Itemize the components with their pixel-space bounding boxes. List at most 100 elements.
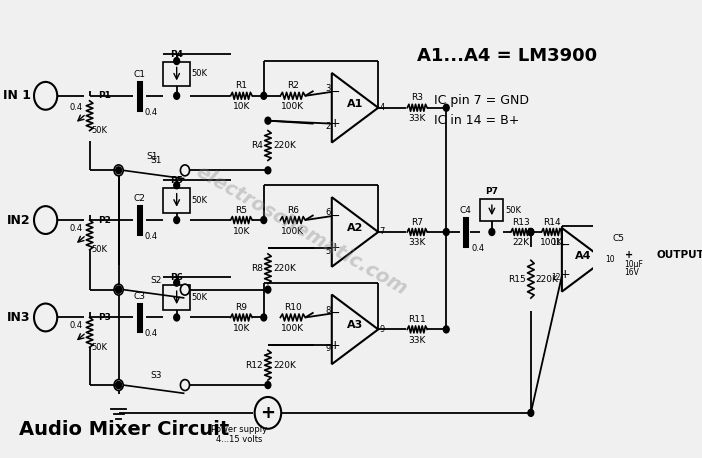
Circle shape [116, 286, 121, 293]
Circle shape [265, 286, 271, 293]
Text: C3: C3 [133, 292, 145, 300]
Circle shape [114, 284, 123, 295]
Text: OUTPUT: OUTPUT [657, 250, 702, 260]
Text: R15: R15 [508, 275, 526, 284]
Text: 9: 9 [380, 325, 385, 334]
Text: C2: C2 [133, 194, 145, 203]
Text: P5: P5 [171, 176, 183, 185]
Text: A1...A4 = LM3900: A1...A4 = LM3900 [417, 47, 597, 65]
Text: 100K: 100K [282, 102, 305, 111]
Circle shape [641, 257, 646, 263]
Text: 6: 6 [325, 208, 331, 218]
Bar [164, 61, 190, 87]
Text: +: + [329, 241, 340, 254]
Text: S1: S1 [150, 156, 161, 165]
Text: R9: R9 [235, 303, 247, 312]
Text: R8: R8 [251, 264, 263, 273]
Circle shape [114, 165, 123, 176]
Text: −: − [329, 86, 340, 98]
Text: R12: R12 [245, 360, 263, 370]
Text: 9: 9 [325, 344, 331, 353]
Text: S3: S3 [150, 371, 161, 380]
Text: IN2: IN2 [7, 213, 31, 227]
Text: P7: P7 [485, 187, 498, 196]
Text: 3: 3 [325, 84, 331, 93]
Text: 8: 8 [325, 306, 331, 315]
Circle shape [444, 229, 449, 235]
Text: 0.4: 0.4 [145, 232, 157, 241]
Text: 220K: 220K [273, 360, 296, 370]
Text: S1: S1 [146, 152, 157, 161]
Bar [480, 199, 503, 221]
Text: IC in 14 = B+: IC in 14 = B+ [434, 114, 519, 127]
Text: 100K: 100K [282, 324, 305, 333]
Text: 22K: 22K [512, 239, 529, 247]
Text: −: − [329, 210, 340, 223]
Text: 33K: 33K [409, 239, 426, 247]
Text: −: − [329, 307, 340, 320]
Circle shape [180, 380, 190, 391]
Text: 220K: 220K [536, 275, 559, 284]
Circle shape [489, 229, 495, 235]
Text: electroschematic.com: electroschematic.com [192, 162, 410, 299]
Text: IN3: IN3 [7, 311, 31, 324]
Text: R4: R4 [251, 141, 263, 150]
Text: 0.4: 0.4 [471, 244, 484, 253]
Text: R5: R5 [235, 206, 247, 215]
Circle shape [174, 58, 180, 65]
Text: Power supply
4...15 volts: Power supply 4...15 volts [211, 425, 267, 444]
Text: IN 1: IN 1 [3, 89, 31, 102]
Text: +: + [625, 250, 633, 260]
Text: 0.4: 0.4 [145, 329, 157, 338]
Text: 50K: 50K [91, 126, 107, 135]
Text: R7: R7 [411, 218, 423, 227]
Circle shape [261, 93, 267, 99]
Text: 5: 5 [325, 246, 331, 256]
Text: A1: A1 [347, 99, 363, 109]
Circle shape [116, 286, 121, 293]
Text: 50K: 50K [91, 343, 107, 352]
Circle shape [174, 314, 180, 321]
Text: 0.4: 0.4 [145, 108, 157, 117]
Text: 50K: 50K [192, 293, 208, 302]
Text: C1: C1 [133, 70, 145, 79]
Text: +: + [260, 404, 275, 422]
Circle shape [174, 93, 180, 99]
Circle shape [265, 167, 271, 174]
Text: 0.4: 0.4 [69, 103, 83, 112]
Text: R2: R2 [287, 82, 299, 90]
Text: A4: A4 [575, 251, 591, 261]
Text: C4: C4 [459, 206, 471, 215]
Text: R1: R1 [235, 82, 247, 90]
Text: R6: R6 [287, 206, 299, 215]
Circle shape [180, 284, 190, 295]
Circle shape [180, 165, 190, 176]
Text: R11: R11 [409, 315, 426, 324]
Circle shape [116, 167, 121, 174]
Circle shape [444, 326, 449, 333]
Circle shape [116, 382, 121, 388]
Text: A2: A2 [347, 223, 363, 233]
Text: P1: P1 [98, 91, 111, 100]
Text: 10: 10 [606, 255, 615, 264]
Circle shape [261, 314, 267, 321]
Circle shape [265, 117, 271, 124]
Text: 7: 7 [380, 228, 385, 236]
Text: 2: 2 [325, 122, 331, 131]
Text: 33K: 33K [409, 336, 426, 345]
Text: R13: R13 [512, 218, 530, 227]
Circle shape [174, 217, 180, 224]
Text: 0.4: 0.4 [69, 224, 83, 233]
Circle shape [528, 409, 534, 416]
Text: +: + [329, 117, 340, 130]
Text: R14: R14 [543, 218, 560, 227]
Circle shape [174, 182, 180, 189]
Text: 33K: 33K [409, 114, 426, 123]
Text: R3: R3 [411, 93, 423, 102]
Text: R10: R10 [284, 303, 302, 312]
Text: S2: S2 [150, 276, 161, 285]
Text: −: − [559, 239, 570, 252]
Bar [164, 285, 190, 310]
Text: 100K: 100K [540, 239, 563, 247]
Bar [164, 188, 190, 213]
